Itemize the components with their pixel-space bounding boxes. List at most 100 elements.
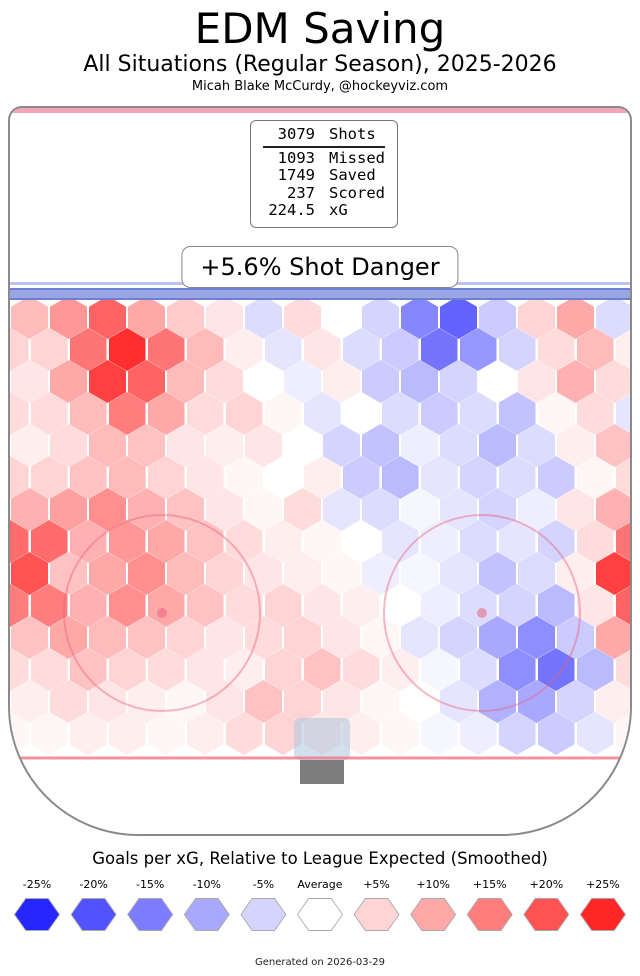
heatmap-hex bbox=[420, 520, 458, 563]
heatmap-hex bbox=[479, 616, 516, 659]
heatmap-hex bbox=[167, 552, 204, 595]
heatmap-hex bbox=[615, 648, 630, 691]
heatmap-hex bbox=[264, 520, 302, 563]
heatmap-hex bbox=[381, 712, 419, 755]
heatmap-hex bbox=[186, 712, 224, 755]
shot-danger-badge: +5.6% Shot Danger bbox=[181, 246, 459, 288]
heatmap-hex bbox=[420, 584, 458, 627]
legend-tick-label: -10% bbox=[192, 878, 221, 891]
heatmap-hex bbox=[10, 520, 29, 563]
heatmap-hex bbox=[225, 648, 263, 691]
stats-label: Scored bbox=[329, 183, 385, 202]
center-red-line bbox=[10, 108, 630, 113]
heatmap-hex bbox=[10, 712, 29, 755]
heatmap-hex bbox=[479, 680, 516, 723]
heatmap-hex bbox=[440, 680, 477, 723]
legend-tick-label: +25% bbox=[586, 878, 620, 891]
heatmap-hex bbox=[89, 616, 126, 659]
heatmap-hex bbox=[537, 584, 575, 627]
stats-value: 1749 bbox=[277, 166, 315, 184]
heatmap-hex bbox=[440, 616, 477, 659]
generated-date: Generated on 2026-03-29 bbox=[255, 957, 385, 968]
legend-item: Average bbox=[293, 878, 347, 931]
legend-hex bbox=[14, 898, 60, 931]
legend-hex bbox=[240, 898, 287, 931]
heatmap-hex bbox=[50, 680, 87, 723]
stats-value: 3079 bbox=[277, 125, 315, 143]
heatmap-hex bbox=[459, 712, 497, 755]
heatmap-hex bbox=[420, 648, 458, 691]
heatmap-hex bbox=[401, 616, 438, 659]
legend-hex bbox=[579, 898, 626, 931]
heatmap-hex bbox=[303, 584, 341, 627]
heatmap-hex bbox=[284, 552, 321, 595]
heatmap-hex bbox=[537, 712, 575, 755]
legend-item: -20% bbox=[67, 878, 121, 931]
heatmap-hex bbox=[147, 712, 185, 755]
legend-item: -25% bbox=[10, 878, 64, 931]
rink: 3079 Shots 1093 Missed 1749 Saved 237 Scored 224… bbox=[8, 106, 632, 836]
page-subtitle: All Situations (Regular Season), 2025-20… bbox=[83, 52, 557, 78]
heatmap-hex bbox=[11, 616, 48, 659]
heatmap-hex bbox=[401, 552, 438, 595]
heatmap-hex bbox=[557, 616, 594, 659]
heatmap-hex bbox=[459, 648, 497, 691]
stats-label: xG bbox=[329, 201, 348, 219]
legend-hex bbox=[127, 898, 174, 931]
heatmap-hex bbox=[11, 552, 48, 595]
heatmap-hex bbox=[557, 552, 594, 595]
heatmap-hex bbox=[10, 392, 29, 435]
stats-label: Shots bbox=[329, 125, 376, 143]
heatmap-hex bbox=[420, 712, 458, 755]
legend-item: +10% bbox=[406, 878, 460, 931]
legend-hex bbox=[296, 898, 343, 931]
heatmap-hex bbox=[479, 552, 516, 595]
heatmap-hex bbox=[518, 488, 555, 531]
heatmap-hex bbox=[10, 328, 29, 371]
heatmap-hex bbox=[206, 616, 243, 659]
heatmap-hex bbox=[30, 648, 68, 691]
heatmap-hex bbox=[30, 584, 68, 627]
legend-item: +5% bbox=[350, 878, 404, 931]
heatmap-hex bbox=[30, 712, 68, 755]
heatmap-hex bbox=[186, 520, 224, 563]
heatmap-hex bbox=[186, 648, 224, 691]
legend-item: +20% bbox=[519, 878, 573, 931]
heatmap-hex bbox=[10, 648, 29, 691]
heatmap-hex bbox=[498, 648, 536, 691]
heatmap-hex bbox=[576, 392, 614, 435]
heatmap-hex bbox=[576, 584, 614, 627]
heatmap-hex bbox=[518, 296, 555, 339]
heatmap-hex bbox=[362, 552, 399, 595]
stats-value: 237 bbox=[287, 183, 315, 202]
heatmap-hex bbox=[518, 552, 555, 595]
legend-tick-label: +10% bbox=[416, 878, 450, 891]
heatmap-hex bbox=[615, 328, 630, 371]
heatmap-hex bbox=[342, 648, 380, 691]
stats-value: 224.5 bbox=[268, 201, 315, 219]
heatmap-hex bbox=[108, 648, 146, 691]
heatmap-hex bbox=[303, 648, 341, 691]
legend: -25% -20% -15% -10% -5% Average +5% +10% +15% +20… bbox=[10, 878, 630, 931]
heatmap-hex bbox=[498, 584, 536, 627]
legend-title: Goals per xG, Relative to League Expecte… bbox=[92, 849, 548, 868]
stats-row: 3079 Shots bbox=[263, 125, 385, 148]
heatmap-layer bbox=[10, 296, 630, 758]
heatmap-hex bbox=[537, 520, 575, 563]
stats-label: Saved bbox=[329, 166, 376, 184]
heatmap-hex bbox=[401, 680, 438, 723]
heatmap-hex bbox=[576, 520, 614, 563]
heatmap-hex bbox=[69, 584, 107, 627]
heatmap-hex bbox=[284, 616, 321, 659]
heatmap-hex bbox=[264, 584, 302, 627]
heatmap-hex bbox=[264, 648, 302, 691]
heatmap-hex bbox=[557, 360, 594, 403]
legend-item: -10% bbox=[180, 878, 234, 931]
heatmap-hex bbox=[615, 392, 630, 435]
heatmap-hex bbox=[128, 616, 165, 659]
heatmap-hex bbox=[576, 456, 614, 499]
heatmap-hex bbox=[128, 552, 165, 595]
stats-row: 1749 Saved bbox=[263, 166, 385, 185]
heatmap-hex bbox=[381, 648, 419, 691]
heatmap-hex bbox=[225, 520, 263, 563]
